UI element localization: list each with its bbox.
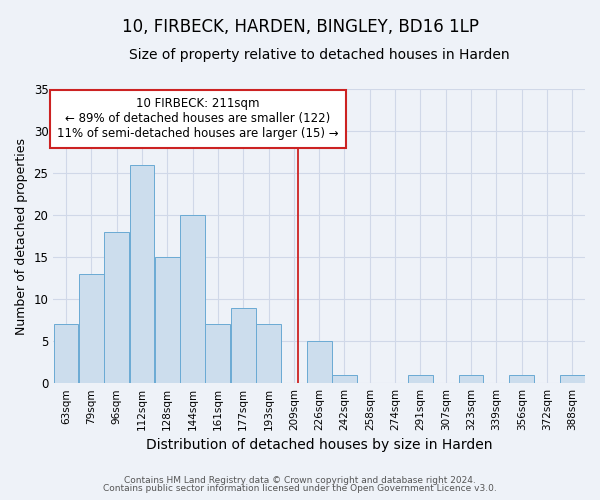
Text: Contains HM Land Registry data © Crown copyright and database right 2024.: Contains HM Land Registry data © Crown c… xyxy=(124,476,476,485)
Bar xyxy=(79,274,104,383)
Bar xyxy=(560,375,585,383)
Text: 10, FIRBECK, HARDEN, BINGLEY, BD16 1LP: 10, FIRBECK, HARDEN, BINGLEY, BD16 1LP xyxy=(121,18,479,36)
Text: 10 FIRBECK: 211sqm
← 89% of detached houses are smaller (122)
11% of semi-detach: 10 FIRBECK: 211sqm ← 89% of detached hou… xyxy=(57,98,338,140)
Bar xyxy=(332,375,357,383)
Text: Contains public sector information licensed under the Open Government Licence v3: Contains public sector information licen… xyxy=(103,484,497,493)
Y-axis label: Number of detached properties: Number of detached properties xyxy=(15,138,28,334)
Bar xyxy=(205,324,230,383)
Bar xyxy=(509,375,534,383)
Bar xyxy=(458,375,484,383)
Bar xyxy=(53,324,79,383)
Bar xyxy=(408,375,433,383)
Bar xyxy=(130,164,154,383)
Bar xyxy=(231,308,256,383)
Bar xyxy=(104,232,129,383)
Bar xyxy=(155,257,179,383)
Bar xyxy=(180,215,205,383)
Bar xyxy=(256,324,281,383)
X-axis label: Distribution of detached houses by size in Harden: Distribution of detached houses by size … xyxy=(146,438,493,452)
Title: Size of property relative to detached houses in Harden: Size of property relative to detached ho… xyxy=(129,48,509,62)
Bar xyxy=(307,341,332,383)
